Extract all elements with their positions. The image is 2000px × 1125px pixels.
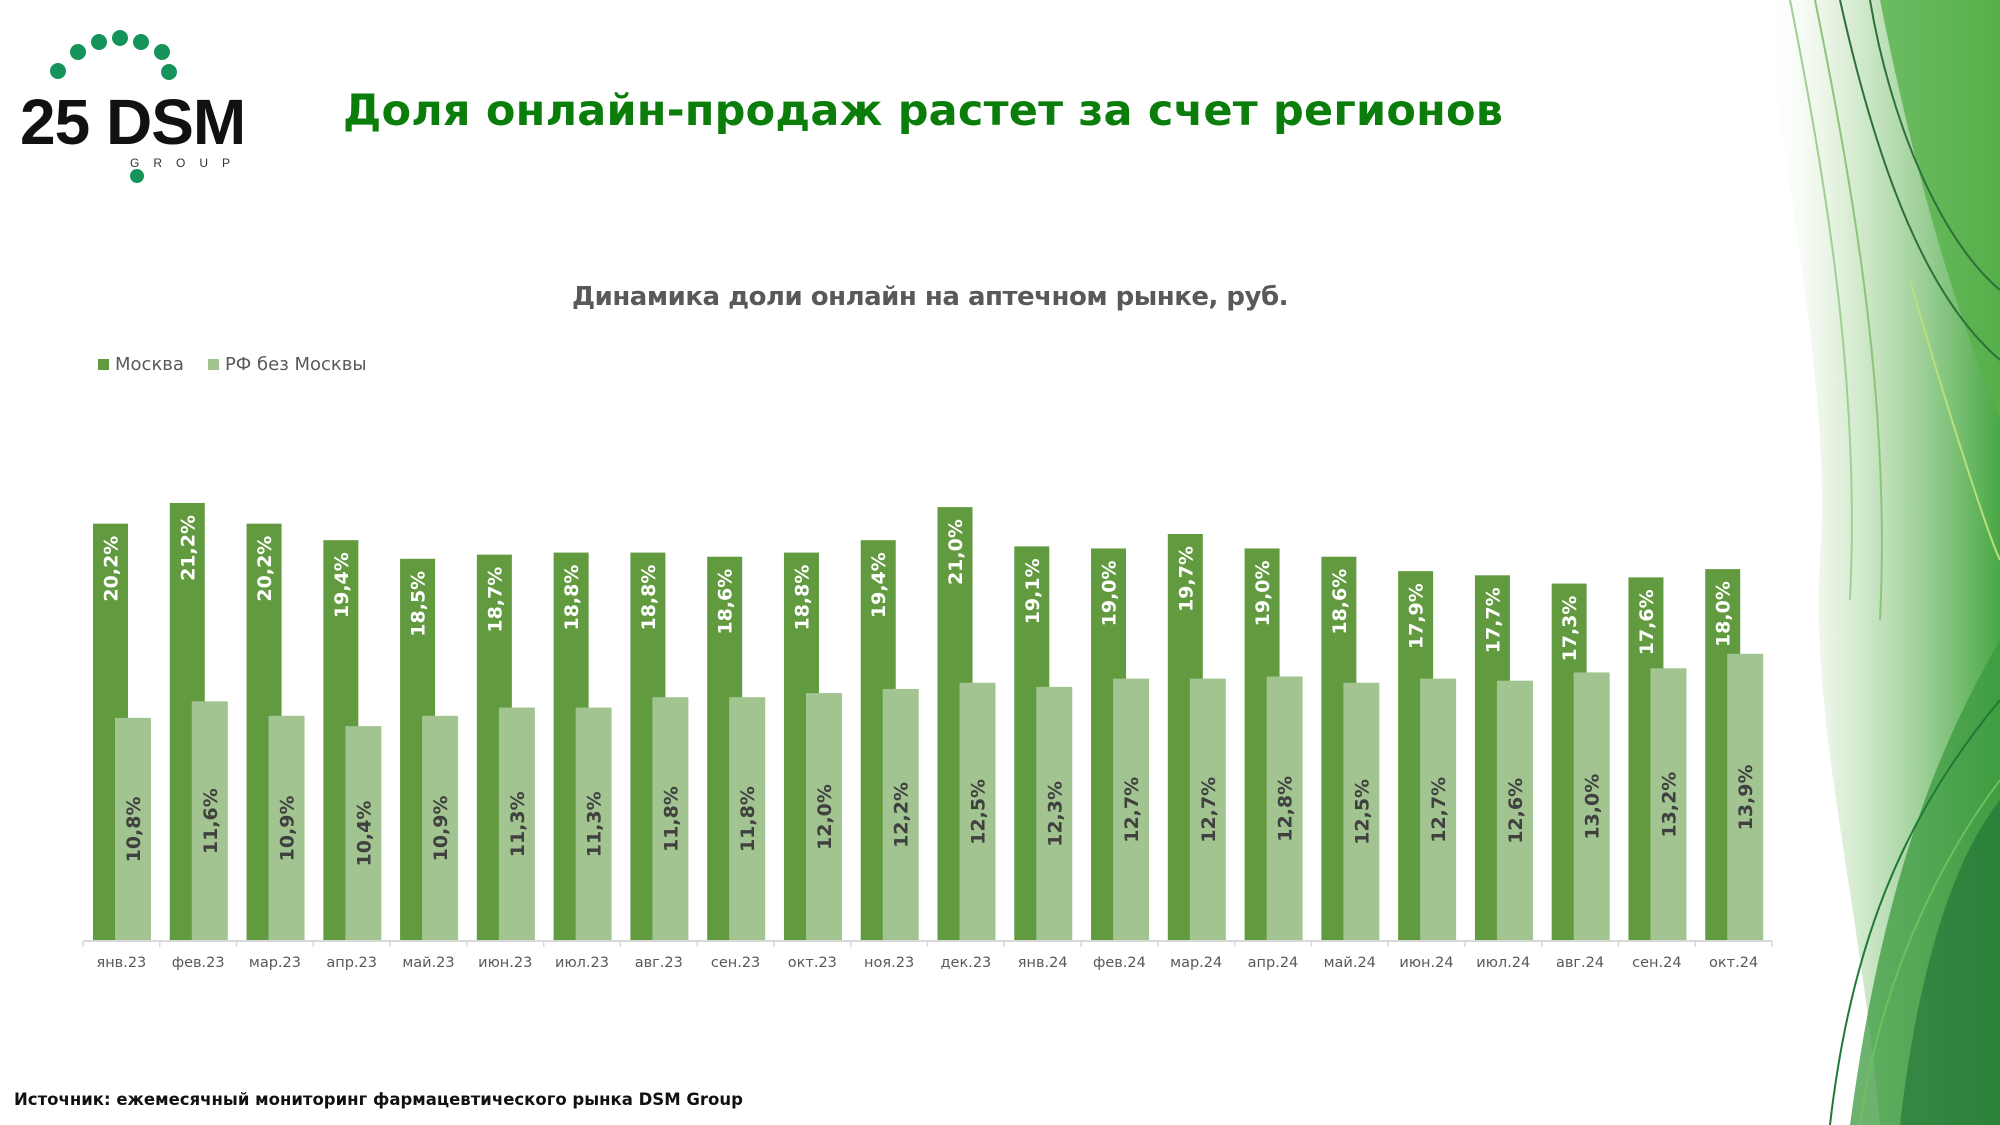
legend-swatch-moscow (98, 359, 109, 370)
wave-line (1829, 699, 2000, 1125)
legend-label-moscow: Москва (115, 354, 184, 375)
legend-label-regions: РФ без Москвы (224, 354, 367, 375)
wave-line (1869, 0, 2000, 291)
chart-legend: Москва РФ без Москвы (98, 354, 391, 375)
dsm-group-logo: 25 DSM GROUP (12, 10, 267, 190)
wave-line (1859, 779, 2000, 1125)
wave-line (1789, 0, 1853, 601)
logo-wordmark: 25 DSM (20, 86, 246, 158)
wave-band (1900, 800, 2000, 1125)
logo-subtext: GROUP (130, 156, 245, 170)
legend-item-regions: РФ без Москвы (207, 354, 367, 375)
chart-title: Динамика доли онлайн на аптечном рынке, … (571, 282, 1289, 312)
source-note: Источник: ежемесячный мониторинг фармаце… (14, 1090, 743, 1109)
legend-swatch-regions (207, 359, 219, 370)
wave-band (1880, 0, 2000, 420)
wave-line (1814, 0, 1883, 621)
wave-line (1909, 279, 2000, 561)
chart-panel (0, 270, 1802, 1090)
wave-line (1839, 0, 2000, 361)
legend-item-moscow: Москва (98, 354, 184, 375)
logo-dots-icon (50, 30, 177, 183)
slide-title: Доля онлайн-продаж растет за счет регион… (343, 86, 1504, 136)
